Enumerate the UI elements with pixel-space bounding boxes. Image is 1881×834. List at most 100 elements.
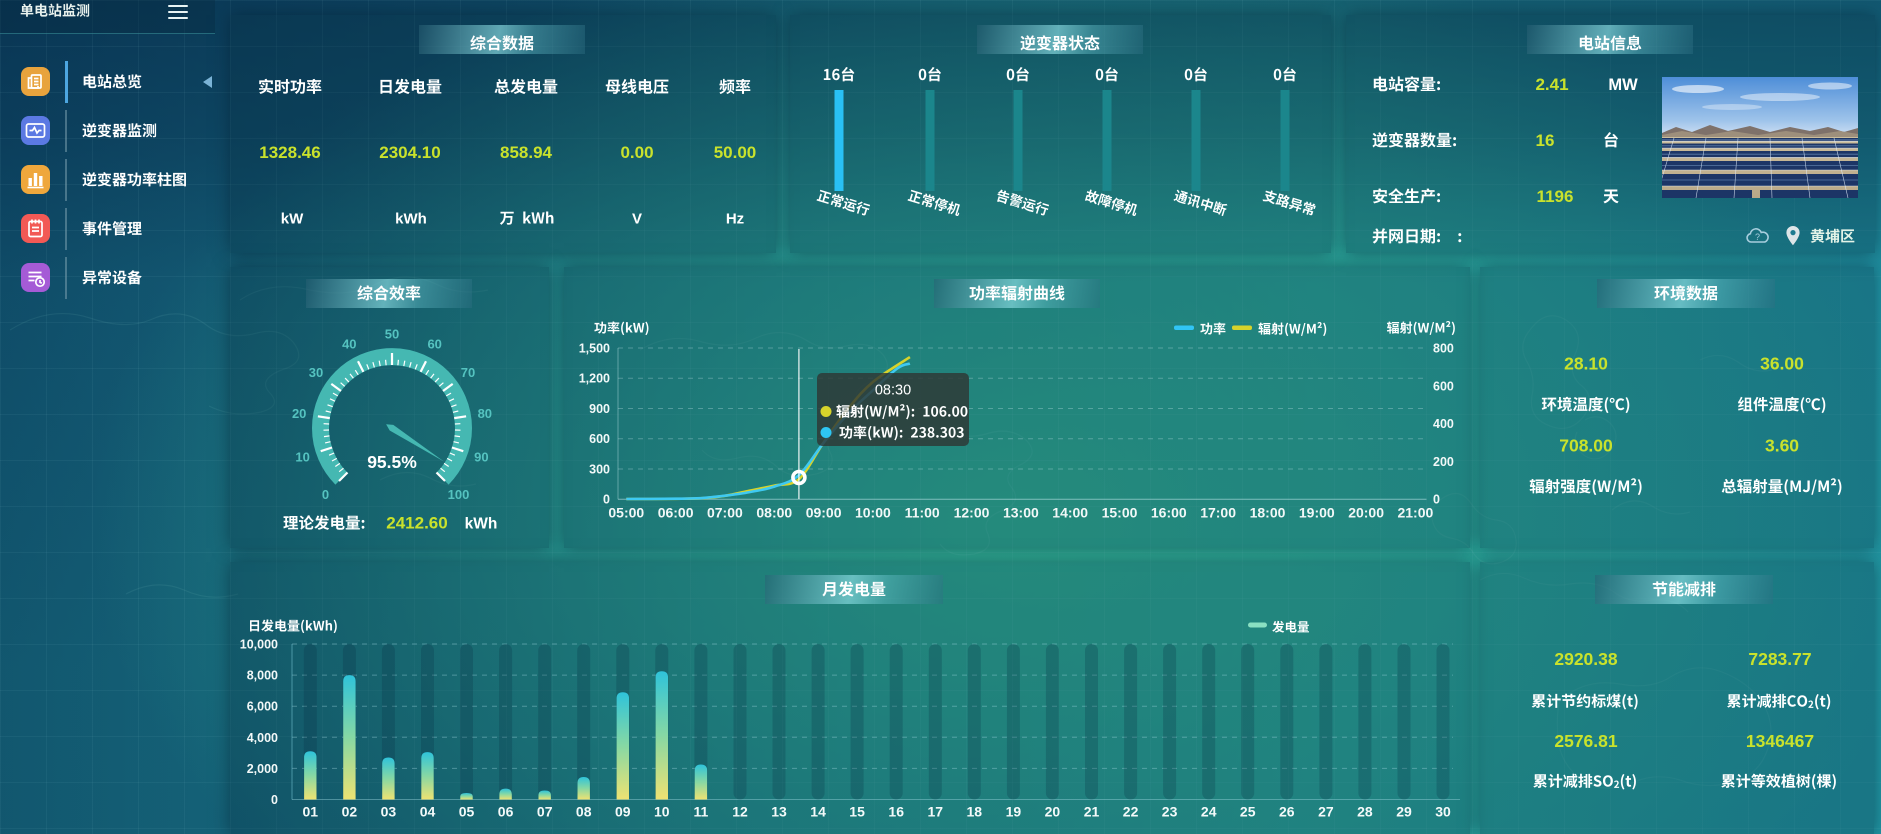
svg-text:90: 90	[474, 450, 488, 465]
svg-text:13:00: 13:00	[1003, 505, 1039, 521]
svg-text:28.10: 28.10	[1564, 354, 1608, 374]
svg-text:858.94: 858.94	[500, 143, 553, 162]
svg-text:21:00: 21:00	[1397, 505, 1433, 521]
svg-text:60: 60	[427, 337, 441, 352]
svg-text:05:00: 05:00	[608, 505, 644, 521]
svg-text:8,000: 8,000	[247, 669, 278, 683]
svg-text:27: 27	[1318, 804, 1334, 820]
svg-text:13: 13	[771, 804, 787, 820]
svg-text:11: 11	[693, 804, 708, 820]
svg-text:07: 07	[537, 804, 553, 820]
svg-text:0: 0	[603, 493, 610, 507]
svg-text:50: 50	[385, 327, 399, 342]
svg-text:20: 20	[1045, 804, 1061, 820]
svg-text:kWh: kWh	[395, 211, 427, 228]
svg-text:4,000: 4,000	[247, 731, 278, 745]
svg-text:19:00: 19:00	[1299, 505, 1335, 521]
svg-text:16: 16	[1536, 131, 1555, 150]
svg-text:14: 14	[810, 804, 826, 820]
svg-text:02: 02	[342, 804, 358, 820]
svg-text:21: 21	[1084, 804, 1100, 820]
svg-text:6,000: 6,000	[247, 700, 278, 714]
svg-text:10: 10	[295, 450, 309, 465]
svg-text:0: 0	[322, 487, 329, 502]
svg-text:Hz: Hz	[726, 211, 744, 228]
svg-text:15:00: 15:00	[1102, 505, 1138, 521]
svg-text:05: 05	[459, 804, 475, 820]
svg-text:26: 26	[1279, 804, 1295, 820]
svg-text:20:00: 20:00	[1348, 505, 1384, 521]
svg-text:1,500: 1,500	[579, 342, 610, 356]
svg-text:08: 08	[576, 804, 592, 820]
svg-text:01: 01	[303, 804, 319, 820]
svg-text:0: 0	[271, 793, 278, 807]
svg-text:30: 30	[309, 365, 323, 380]
svg-text:800: 800	[1433, 342, 1454, 356]
svg-text:10,000: 10,000	[240, 638, 278, 652]
svg-text:100: 100	[448, 487, 470, 502]
svg-text:95.5%: 95.5%	[367, 452, 417, 472]
svg-text:36.00: 36.00	[1760, 354, 1804, 374]
svg-text:06:00: 06:00	[658, 505, 694, 521]
svg-text:17: 17	[928, 804, 944, 820]
svg-text:09: 09	[615, 804, 631, 820]
svg-text:2304.10: 2304.10	[379, 143, 440, 162]
svg-text:2412.60: 2412.60	[386, 514, 447, 533]
svg-text:300: 300	[589, 463, 610, 477]
svg-text:70: 70	[461, 365, 475, 380]
svg-text:80: 80	[478, 406, 492, 421]
svg-text:900: 900	[589, 402, 610, 416]
svg-text:0: 0	[1433, 493, 1440, 507]
svg-text:28: 28	[1357, 804, 1373, 820]
svg-text:25: 25	[1240, 804, 1256, 820]
svg-text:12: 12	[732, 804, 748, 820]
svg-text:04: 04	[420, 804, 436, 820]
svg-text:11:00: 11:00	[905, 505, 940, 521]
svg-text:10:00: 10:00	[855, 505, 891, 521]
svg-text:09:00: 09:00	[806, 505, 842, 521]
svg-text:2,000: 2,000	[247, 762, 278, 776]
svg-text:20: 20	[292, 406, 306, 421]
svg-text:3.60: 3.60	[1765, 436, 1799, 456]
svg-text:23: 23	[1162, 804, 1178, 820]
svg-text:30: 30	[1435, 804, 1451, 820]
svg-text:0.00: 0.00	[620, 143, 653, 162]
svg-text:600: 600	[589, 432, 610, 446]
svg-text:14:00: 14:00	[1052, 505, 1088, 521]
svg-text:24: 24	[1201, 804, 1217, 820]
svg-text:08:00: 08:00	[756, 505, 792, 521]
svg-text:400: 400	[1433, 417, 1454, 431]
svg-text:18: 18	[967, 804, 983, 820]
svg-text:MW: MW	[1608, 76, 1638, 94]
svg-text:2576.81: 2576.81	[1554, 731, 1618, 751]
svg-text:600: 600	[1433, 379, 1454, 393]
svg-text:2920.38: 2920.38	[1554, 649, 1618, 669]
svg-text:kW: kW	[281, 211, 304, 228]
svg-text:1,200: 1,200	[579, 372, 610, 386]
svg-text:15: 15	[849, 804, 865, 820]
svg-text:03: 03	[381, 804, 397, 820]
svg-text:50.00: 50.00	[714, 143, 757, 162]
svg-text:V: V	[632, 211, 642, 228]
svg-text:08:30: 08:30	[875, 383, 911, 399]
svg-text:200: 200	[1433, 455, 1454, 469]
svg-text:18:00: 18:00	[1250, 505, 1286, 521]
svg-text:22: 22	[1123, 804, 1139, 820]
svg-text:10: 10	[654, 804, 670, 820]
svg-text:708.00: 708.00	[1559, 436, 1613, 456]
svg-text:29: 29	[1396, 804, 1412, 820]
svg-text:12:00: 12:00	[954, 505, 990, 521]
svg-text:1346467: 1346467	[1746, 731, 1814, 751]
svg-text:06: 06	[498, 804, 514, 820]
svg-text:kWh: kWh	[465, 516, 498, 533]
svg-text:16:00: 16:00	[1151, 505, 1187, 521]
svg-text:?: ?	[1755, 232, 1760, 242]
svg-text:16: 16	[888, 804, 904, 820]
svg-text:1328.46: 1328.46	[259, 143, 320, 162]
svg-text:40: 40	[342, 337, 356, 352]
svg-text:17:00: 17:00	[1200, 505, 1236, 521]
svg-text:19: 19	[1006, 804, 1022, 820]
svg-text:7283.77: 7283.77	[1748, 649, 1811, 669]
svg-text:07:00: 07:00	[707, 505, 743, 521]
svg-text:2.41: 2.41	[1535, 75, 1568, 94]
